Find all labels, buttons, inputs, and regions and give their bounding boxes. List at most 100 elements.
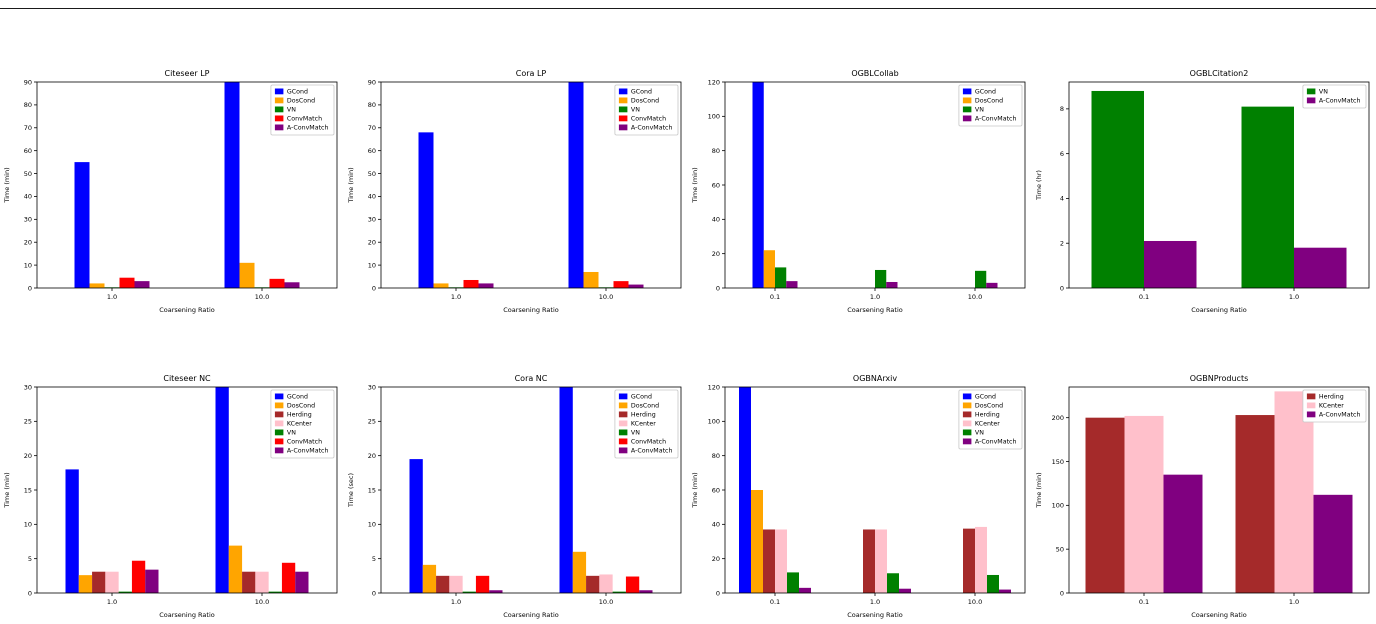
bar-doscond [239,262,255,288]
bar-a-convmatch [295,571,309,593]
x-tick-label: 10.0 [599,293,613,301]
y-tick-label: 0 [1060,589,1064,597]
legend-swatch-a-convmatch [274,124,284,131]
x-axis-label: Coarsening Ratio [847,611,903,619]
chart-svg-ogbl-collab: OGBLCollab 0 20 40 60 80 100 120 Time (min) 0.1 1.… [691,69,1026,314]
legend-swatch-vn [962,106,972,113]
y-tick-label: 30 [24,383,32,391]
y-tick-label: 100 [708,113,720,121]
bar-doscond [228,545,243,593]
legend-label: ConvMatch [631,439,666,446]
bar-a-convmatch [1163,474,1203,593]
legend-swatch-doscond [274,97,284,104]
x-tick-label: 10.0 [255,598,269,606]
bar-a-convmatch [999,589,1011,593]
x-tick-label: 0.1 [1139,598,1149,606]
legend-label: Herding [631,412,656,419]
y-axis-label: Time (min) [691,167,699,203]
legend-box [1302,389,1367,423]
bar-gcond [74,162,90,288]
chart-svg-ogbl-citation2: OGBLCitation2 0 2 4 6 8 Time (hr) 0.1 1.0 Coarsen… [1035,69,1370,314]
bar-vn [118,591,132,593]
bar-convmatch [131,560,146,593]
charts-grid: Citeseer LP 0 10 20 30 40 50 60 70 80 90 Time (min)… [0,66,1376,623]
plot-border [724,386,1026,594]
bar-kcenter [599,574,613,593]
y-tick-label: 150 [1052,458,1064,466]
bar-kcenter [255,571,269,593]
y-tick-label: 120 [708,383,720,391]
y-tick-label: 30 [368,383,376,391]
bar-a-convmatch [134,281,150,288]
bar-a-convmatch [1294,247,1347,288]
legend-swatch-doscond [962,402,972,409]
bar-herding [436,575,450,593]
legend-label: GCond [287,394,308,401]
y-tick-label: 20 [368,239,376,247]
bar-kcenter [975,526,987,593]
bar-gcond [224,82,240,288]
y-tick-label: 0 [28,589,32,597]
x-tick-label: 1.0 [107,598,117,606]
legend-swatch-a-convmatch [1306,411,1316,418]
x-tick-label: 10.0 [968,598,982,606]
chart-title: OGBNArxiv [853,374,897,383]
x-tick-label: 1.0 [870,293,880,301]
bar-gcond [739,387,751,593]
legend-swatch-convmatch [274,438,284,445]
legend-swatch-gcond [962,88,972,95]
legend-swatch-a-convmatch [618,447,628,454]
legend-label: A-ConvMatch [631,125,673,132]
y-tick-label: 80 [368,101,376,109]
legend-label: DosCond [631,403,659,410]
bar-gcond [752,82,764,288]
legend-label: Herding [287,412,312,419]
y-tick-label: 80 [712,147,720,155]
y-tick-label: 50 [368,170,376,178]
legend-label: DosCond [287,98,315,105]
bar-doscond [422,564,437,593]
x-tick-label: 10.0 [599,598,613,606]
chart-panel-citeseer-nc: Citeseer NC 0 5 10 15 20 25 30 Time (min) 1.0 10.0… [0,371,344,623]
bar-a-convmatch [639,590,653,593]
bar-convmatch [625,576,640,593]
legend-swatch-gcond [618,393,628,400]
legend-label: GCond [975,394,996,401]
legend-label: DosCond [287,403,315,410]
chart-svg-ogbn-arxiv: OGBNArxiv 0 20 40 60 80 100 120 Time (min) 0.1 1.0… [691,374,1026,619]
bar-vn [462,591,476,593]
legend-label: GCond [631,89,652,96]
y-tick-label: 60 [24,147,32,155]
y-axis-label: Time (min) [1035,472,1043,508]
x-tick-label: 10.0 [968,293,982,301]
y-tick-label: 40 [712,521,720,529]
y-tick-label: 0 [716,284,720,292]
legend-label: GCond [287,89,308,96]
bar-a-convmatch [886,281,898,288]
bar-convmatch [281,562,296,593]
chart-title: OGBLCollab [851,69,898,78]
bar-vn [787,572,799,593]
chart-panel-ogbn-products: OGBNProducts 0 50 100 150 200 Time (min) 0.1 1.0… [1032,371,1376,623]
x-tick-label: 1.0 [870,598,880,606]
y-tick-label: 90 [24,78,32,86]
y-axis-label: Time (min) [3,472,11,508]
legend-swatch-gcond [274,88,284,95]
legend-label: VN [975,430,984,437]
legend-swatch-herding [618,411,628,418]
chart-title: OGBNProducts [1190,374,1249,383]
legend-label: GCond [631,394,652,401]
x-axis-label: Coarsening Ratio [503,306,559,314]
x-tick-label: 0.1 [1139,293,1149,301]
y-tick-label: 10 [368,261,376,269]
y-tick-label: 40 [368,193,376,201]
plot-border [36,81,338,289]
bar-herding [242,571,256,593]
legend-swatch-gcond [618,88,628,95]
legend-swatch-a-convmatch [274,447,284,454]
legend-box [1302,84,1367,109]
bar-kcenter [1124,415,1164,593]
y-tick-label: 10 [24,261,32,269]
legend-label: KCenter [1319,403,1344,410]
y-tick-label: 70 [368,124,376,132]
